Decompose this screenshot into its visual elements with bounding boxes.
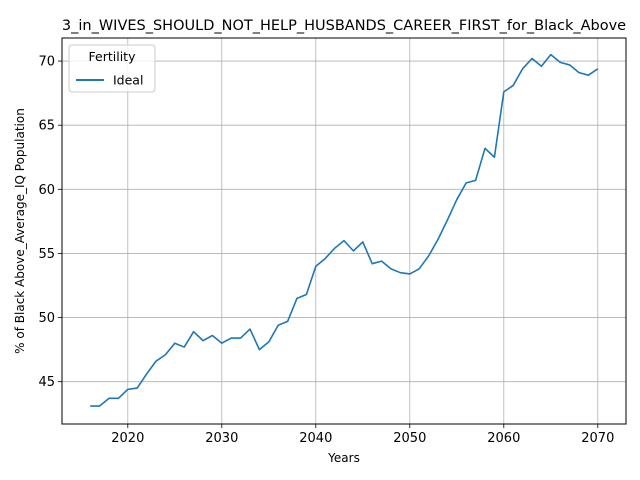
- grid-lines: [62, 38, 626, 424]
- plot-frame: [61, 37, 627, 425]
- legend: Fertility Ideal: [68, 44, 156, 93]
- chart-title: 3_in_WIVES_SHOULD_NOT_HELP_HUSBANDS_CARE…: [62, 18, 626, 34]
- y-tick-label: 60: [38, 183, 55, 198]
- x-tick-label: 2050: [393, 431, 426, 446]
- x-axis-label: Years: [327, 451, 360, 465]
- x-axis-ticks: 2020 2030 2040 2050 2060 2070: [111, 424, 614, 446]
- y-tick-label: 70: [38, 55, 55, 70]
- y-tick-label: 55: [38, 247, 55, 262]
- y-tick-label: 50: [38, 311, 55, 326]
- series-line-ideal: [90, 53, 599, 407]
- x-tick-label: 2040: [299, 431, 332, 446]
- legend-label-ideal: Ideal: [113, 73, 143, 88]
- y-tick-label: 45: [38, 375, 55, 390]
- legend-title: Fertility: [89, 49, 137, 64]
- x-tick-label: 2020: [111, 431, 144, 446]
- y-axis-ticks: 45 50 55 60 65 70: [38, 55, 62, 390]
- x-tick-label: 2070: [581, 431, 614, 446]
- series-layer: [90, 53, 599, 407]
- x-tick-label: 2060: [487, 431, 520, 446]
- y-axis-label: % of Black Above_Average_IQ Population: [13, 108, 27, 354]
- x-tick-label: 2030: [205, 431, 238, 446]
- y-tick-label: 65: [38, 119, 55, 134]
